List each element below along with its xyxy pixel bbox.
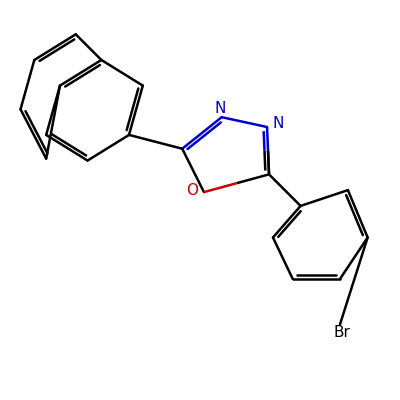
- Text: Br: Br: [334, 326, 350, 340]
- Text: N: N: [214, 101, 226, 116]
- Text: N: N: [272, 116, 284, 130]
- Text: O: O: [186, 183, 198, 198]
